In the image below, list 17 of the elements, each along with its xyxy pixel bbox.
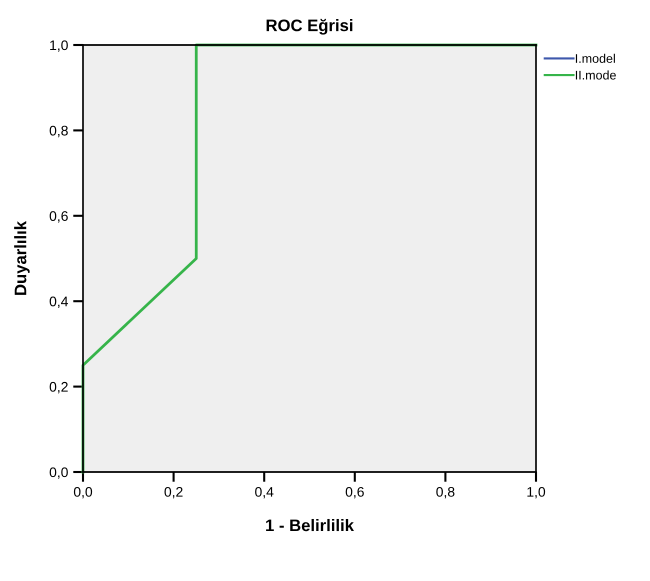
y-tick-label: 0,8 [50, 126, 68, 138]
x-axis-title: 1 - Belirlilik [266, 518, 354, 532]
y-tick-label: 0,2 [50, 382, 68, 394]
legend-label: I.model [576, 54, 615, 63]
x-tick-label: 0,4 [255, 486, 274, 498]
y-tick-label: 0,6 [50, 211, 68, 223]
y-tick-label: 0,4 [50, 296, 68, 308]
x-tick-label: 0,0 [74, 486, 92, 498]
y-tick-label: 1,0 [50, 40, 68, 52]
x-tick-label: 0,6 [346, 486, 364, 498]
y-tick-label: 0,0 [50, 467, 68, 479]
y-axis-title: Duyarlılık [14, 220, 30, 295]
x-tick-label: 0,2 [164, 486, 183, 498]
x-tick-label: 1,0 [527, 486, 546, 498]
legend-label: II.mode [576, 70, 616, 80]
x-tick-label: 0,8 [436, 486, 454, 498]
chart-title: ROC Eğrisi [266, 18, 352, 35]
